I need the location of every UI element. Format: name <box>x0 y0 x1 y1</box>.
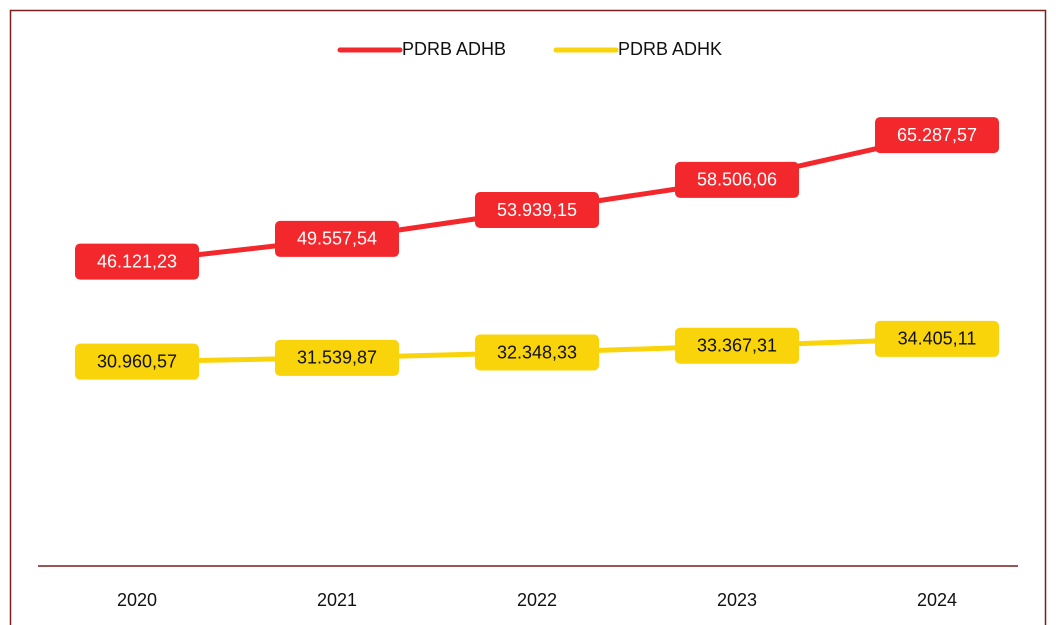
value-label: 33.367,31 <box>697 336 777 356</box>
value-label-box <box>675 161 799 198</box>
x-tick-label: 2022 <box>517 590 557 610</box>
value-label: 32.348,33 <box>497 342 577 362</box>
value-label: 30.960,57 <box>97 351 177 371</box>
value-label-box <box>75 343 199 380</box>
value-label: 34.405,11 <box>898 329 977 349</box>
legend-label: PDRB ADHB <box>402 39 506 59</box>
value-label-box <box>475 334 599 371</box>
value-label: 31.539,87 <box>297 348 377 368</box>
x-tick-label: 2021 <box>317 590 357 610</box>
x-tick-label: 2023 <box>717 590 757 610</box>
x-tick-label: 2024 <box>917 590 957 610</box>
value-label: 46.121,23 <box>97 251 177 271</box>
value-label-box <box>875 117 999 154</box>
legend-label: PDRB ADHK <box>618 39 722 59</box>
value-label-box <box>275 220 399 257</box>
x-tick-label: 2020 <box>117 590 157 610</box>
frame <box>9 9 1047 625</box>
value-label: 65.287,57 <box>897 125 977 145</box>
value-label-box <box>875 320 999 357</box>
value-label-box <box>75 243 199 280</box>
value-label: 49.557,54 <box>297 229 377 249</box>
value-label: 53.939,15 <box>497 200 577 220</box>
value-label-box <box>675 327 799 364</box>
value-label-box <box>275 339 399 376</box>
value-label-box <box>475 192 599 229</box>
value-label: 58.506,06 <box>697 170 777 190</box>
